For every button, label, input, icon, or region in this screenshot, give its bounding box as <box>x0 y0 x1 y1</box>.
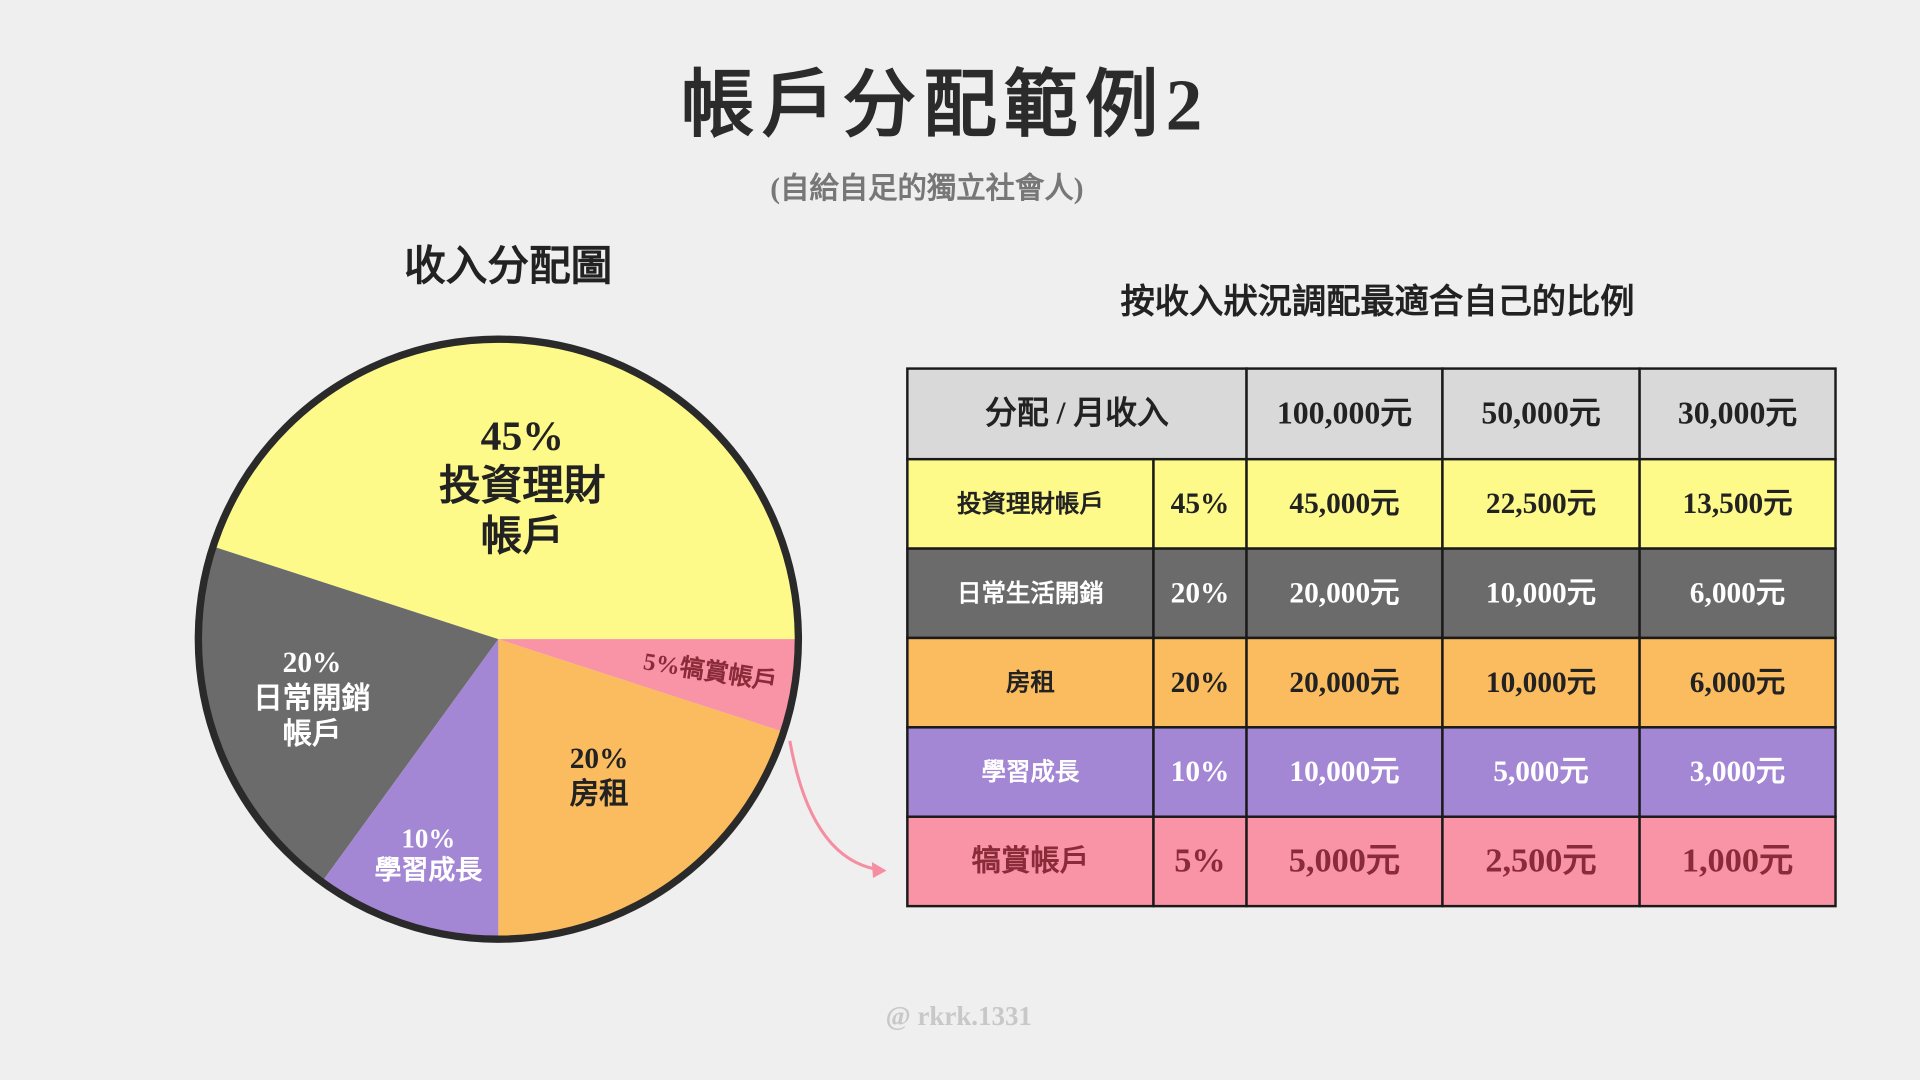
table-cell <box>1152 726 1248 818</box>
cell-text: 5,000元 <box>1493 756 1588 788</box>
cell-text: 5,000元 <box>1289 842 1400 880</box>
arrow <box>788 740 878 871</box>
table-cell <box>906 815 1155 908</box>
table-cell <box>1638 815 1837 908</box>
cell-text: 20,000元 <box>1289 577 1399 609</box>
arrow-head <box>871 862 887 878</box>
header-cell <box>1638 367 1837 461</box>
slice-value-label: 20% <box>282 648 342 680</box>
cell-text: 20% <box>1171 577 1230 609</box>
slice-label-box: 20% 日常開銷帳戶 <box>177 614 446 785</box>
table-cell <box>1245 815 1444 908</box>
slice-label-box: 20% 房租 <box>464 692 733 863</box>
table-cell <box>906 636 1155 729</box>
slice-category: 日常開銷帳戶 <box>253 683 371 751</box>
slice-label-box: 10% 學習成長 <box>294 769 563 940</box>
cell-text: 學習成長 <box>981 758 1079 786</box>
slice-label-box: 45% 投資理財帳戶 <box>388 402 657 573</box>
pie-slice <box>198 546 499 882</box>
header-text: 50,000元 <box>1481 396 1601 431</box>
cell-text: 10,000元 <box>1486 667 1596 699</box>
cell-text: 10,000元 <box>1289 756 1399 788</box>
slice-category: 學習成長 <box>374 854 483 886</box>
pie-slice <box>213 339 799 640</box>
table-cell <box>1441 815 1641 908</box>
slice-value-label: 20% <box>569 743 629 776</box>
subtitle: (自給自足的獨立社會人) <box>770 171 1083 205</box>
table-cell <box>1638 636 1837 729</box>
cell-text: 45% <box>1171 488 1230 520</box>
page-title: 帳戶分配範例2 <box>681 65 1210 146</box>
table-cell <box>906 547 1155 640</box>
pie-slice <box>498 639 784 940</box>
cell-text: 10% <box>1171 756 1230 788</box>
header-text: 100,000元 <box>1277 396 1412 431</box>
cell-text: 10,000元 <box>1486 577 1596 609</box>
table-cell <box>1441 547 1641 640</box>
cell-text: 13,500元 <box>1682 488 1792 520</box>
slice-label-line: 5%犒賞帳戶 <box>641 648 779 698</box>
table-cell <box>1152 547 1248 640</box>
slice-value-label: 5% <box>641 648 682 682</box>
table-cell <box>1152 815 1248 908</box>
cell-text: 投資理財帳戶 <box>957 490 1104 518</box>
table-cell <box>1245 547 1444 640</box>
slice-label: 20%日常開銷帳戶 <box>177 614 446 785</box>
pie-slice <box>322 639 499 940</box>
table-cell <box>1638 547 1837 640</box>
watermark: @ rkrk.1331 <box>886 1001 1032 1031</box>
table-cell <box>1245 726 1444 818</box>
cell-text: 5% <box>1174 842 1225 880</box>
chart-title: 收入分配圖 <box>404 243 612 290</box>
header-cell <box>1245 367 1444 461</box>
cell-text: 6,000元 <box>1690 667 1785 699</box>
slice-category: 犒賞帳戶 <box>677 654 779 697</box>
header-cell <box>1441 367 1641 461</box>
cell-text: 20,000元 <box>1289 667 1399 699</box>
slice-category: 投資理財帳戶 <box>439 464 606 560</box>
table-cell <box>1441 726 1641 818</box>
cell-text: 日常生活開銷 <box>957 578 1104 607</box>
table-title: 按收入狀況調配最適合自己的比例 <box>1121 283 1635 321</box>
pie-slice <box>498 639 799 732</box>
cell-text: 20% <box>1171 667 1230 699</box>
header-text: 分配 / 月收入 <box>985 396 1169 431</box>
table-cell <box>1245 457 1444 550</box>
table-cell <box>1152 636 1248 729</box>
cell-text: 1,000元 <box>1682 842 1793 880</box>
slice-label: 45%投資理財帳戶 <box>388 402 657 573</box>
slice-label: 10%學習成長 <box>294 769 563 940</box>
cell-text: 房租 <box>1006 668 1055 697</box>
slice-label: 20%房租 <box>464 692 733 863</box>
header-text: 30,000元 <box>1678 396 1798 431</box>
cell-text: 45,000元 <box>1289 488 1399 520</box>
cell-text: 犒賞帳戶 <box>972 845 1090 878</box>
cell-text: 3,000元 <box>1690 756 1785 788</box>
slice-value-label: 45% <box>480 414 564 460</box>
slice-value-label: 10% <box>401 822 456 853</box>
cell-text: 22,500元 <box>1486 488 1596 520</box>
slice-category: 房租 <box>569 779 629 811</box>
cell-text: 6,000元 <box>1690 577 1785 609</box>
pie-border <box>194 335 803 943</box>
cell-text: 2,500元 <box>1485 842 1596 880</box>
